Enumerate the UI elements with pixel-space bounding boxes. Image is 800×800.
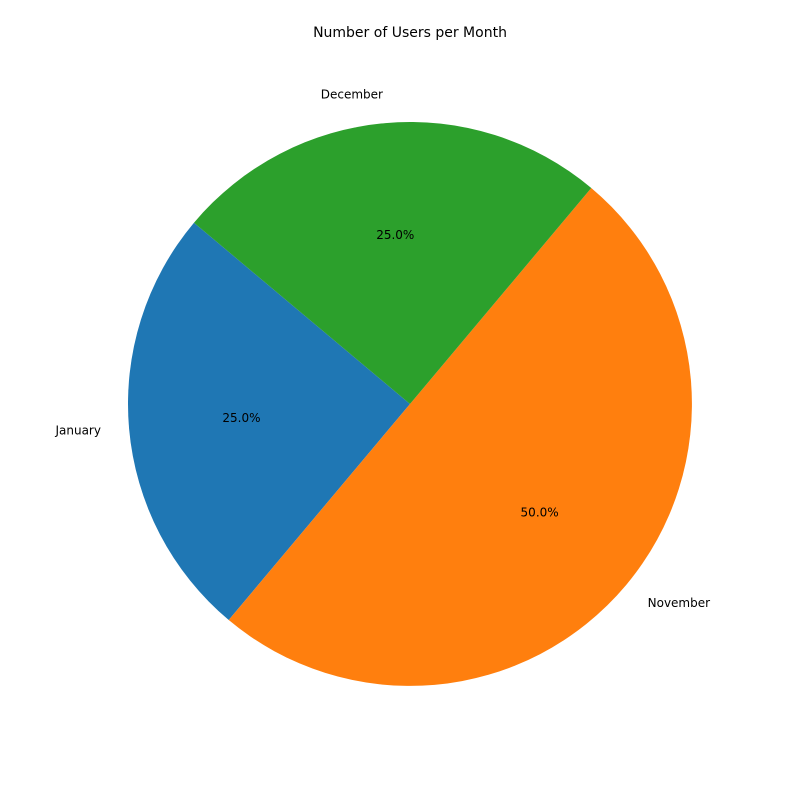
- percent-label-november: 50.0%: [521, 505, 559, 519]
- pie-slice-november: [228, 187, 692, 686]
- percent-label-december: 25.0%: [376, 228, 414, 242]
- slice-label-january: January: [54, 424, 101, 438]
- pie-slices: [127, 121, 692, 686]
- slice-label-december: December: [321, 87, 383, 101]
- pie-slice-january: [127, 222, 410, 621]
- percent-label-january: 25.0%: [222, 411, 260, 425]
- chart-title: Number of Users per Month: [313, 25, 507, 41]
- pie-slice-december: [193, 121, 592, 404]
- pie-labels: January 25.0% November 50.0% December 25.0%: [54, 87, 710, 609]
- slice-label-november: November: [648, 596, 710, 610]
